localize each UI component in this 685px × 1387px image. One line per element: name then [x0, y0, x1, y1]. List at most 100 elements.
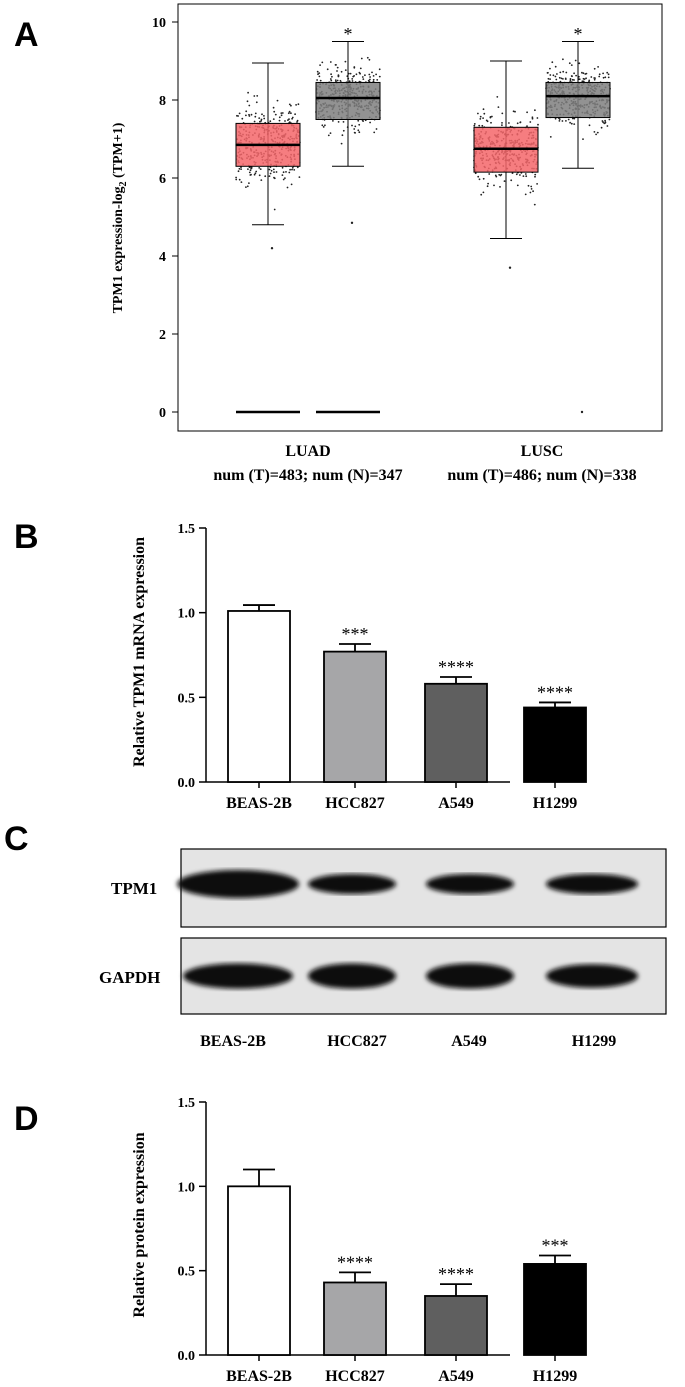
- boxplot-point: [264, 175, 267, 178]
- boxplot-point: [253, 95, 256, 97]
- boxplot-point: [341, 134, 344, 137]
- boxplot-point: [281, 166, 284, 169]
- boxplot-point: [272, 106, 275, 109]
- boxplot-point: [339, 79, 342, 82]
- boxplot-point: [248, 182, 250, 185]
- boxplot-point: [255, 101, 258, 104]
- blot-row-label-gapdh: GAPDH: [99, 968, 160, 987]
- boxplot-point: [278, 119, 281, 122]
- boxplot-point: [482, 117, 484, 119]
- boxplot-point: [596, 131, 599, 134]
- mrna-y-tick-label: 0.5: [178, 691, 196, 706]
- boxplot-point: [478, 178, 481, 181]
- boxplot-point: [571, 117, 574, 120]
- protein-bar: [227, 1185, 291, 1356]
- boxplot-point: [606, 125, 609, 127]
- boxplot-point: [240, 168, 243, 171]
- panel-d-protein-bar-chart: Relative protein expression 0.0 0.5 1.0 1.5…: [131, 1096, 587, 1385]
- boxplot-point: [359, 67, 362, 70]
- boxplot-category-subtitle: num (T)=483; num (N)=347: [213, 467, 402, 484]
- boxplot-point: [294, 113, 296, 116]
- boxplot-point: [474, 172, 477, 175]
- boxplot-point: [274, 113, 277, 116]
- mrna-y-axis-label: Relative TPM1 mRNA expression: [131, 537, 148, 767]
- boxplot-point: [344, 69, 347, 71]
- boxplot-point: [250, 173, 252, 176]
- boxplot-point: [490, 121, 492, 124]
- boxplot-point: [236, 114, 238, 117]
- boxplot-point: [578, 62, 581, 65]
- boxplot-point: [273, 177, 276, 180]
- boxplot-point: [590, 76, 593, 78]
- boxplot-point: [473, 124, 476, 127]
- boxplot-point: [255, 170, 258, 173]
- boxplot-point: [530, 188, 533, 190]
- boxplot-point: [364, 74, 366, 77]
- boxplot-frame: [177, 3, 663, 432]
- boxplot-point: [351, 124, 353, 127]
- boxplot-point: [524, 173, 527, 175]
- boxplot-point: [515, 173, 518, 176]
- boxplot-point: [366, 56, 369, 59]
- boxplot-point: [481, 124, 484, 127]
- boxplot-point: [559, 71, 562, 74]
- boxplot-point: [373, 131, 376, 134]
- boxplot-point: [593, 78, 596, 81]
- boxplot-point: [562, 70, 565, 73]
- boxplot-point: [334, 64, 337, 66]
- blot-band-tpm1: [546, 874, 638, 894]
- boxplot-point: [564, 78, 567, 80]
- boxplot-point: [570, 75, 573, 77]
- boxplot-point: [554, 65, 557, 68]
- boxplot-point: [362, 78, 365, 80]
- boxplot-point: [568, 62, 571, 65]
- boxplot-point: [558, 76, 561, 79]
- boxplot-point: [477, 175, 480, 178]
- boxplot-point: [249, 169, 252, 172]
- boxplot-point: [536, 117, 539, 119]
- boxplot-point: [253, 120, 256, 123]
- blot-lane-label: BEAS-2B: [200, 1033, 266, 1050]
- boxplot-point: [527, 184, 530, 187]
- boxplot-point: [555, 78, 558, 81]
- boxplot-point: [336, 70, 338, 72]
- boxplot-point: [272, 168, 275, 171]
- protein-category-label: A549: [438, 1368, 474, 1385]
- protein-y-axis-label: Relative protein expression: [131, 1132, 148, 1317]
- boxplot-point: [351, 80, 354, 82]
- boxplot-point: [245, 110, 248, 113]
- boxplot-point: [290, 104, 292, 107]
- boxplot-point: [549, 78, 551, 80]
- boxplot-point: [582, 72, 585, 75]
- blot-band-gapdh: [546, 964, 638, 988]
- boxplot-point: [493, 184, 495, 187]
- boxplot-point: [601, 120, 604, 122]
- boxplot-point: [547, 71, 549, 74]
- boxplot-point: [593, 77, 596, 79]
- boxplot-point: [525, 175, 528, 178]
- boxplot-point: [480, 193, 483, 196]
- boxplot-point: [238, 167, 241, 170]
- boxplot-point: [353, 131, 356, 134]
- boxplot-outlier-point: [270, 247, 274, 250]
- boxplot-point: [238, 178, 241, 181]
- boxplot-point: [337, 74, 340, 77]
- boxplot-point: [558, 120, 561, 122]
- boxplot-point: [376, 79, 379, 81]
- boxplot-point: [240, 181, 243, 184]
- boxplot-point: [254, 112, 257, 115]
- boxplot-point: [368, 58, 371, 61]
- mrna-significance-marker: ****: [438, 657, 474, 677]
- boxplot-point: [485, 119, 488, 122]
- blot-band-tpm1: [426, 874, 514, 894]
- boxplot-point: [593, 67, 596, 70]
- boxplot-point: [608, 118, 611, 121]
- boxplot-point: [269, 172, 272, 175]
- protein-bar: [323, 1281, 387, 1356]
- boxplot-outlier-point: [350, 221, 354, 225]
- boxplot-point: [519, 174, 521, 176]
- mrna-category-label: BEAS-2B: [226, 795, 292, 812]
- boxplot-point: [604, 76, 607, 79]
- boxplot-point: [549, 136, 552, 138]
